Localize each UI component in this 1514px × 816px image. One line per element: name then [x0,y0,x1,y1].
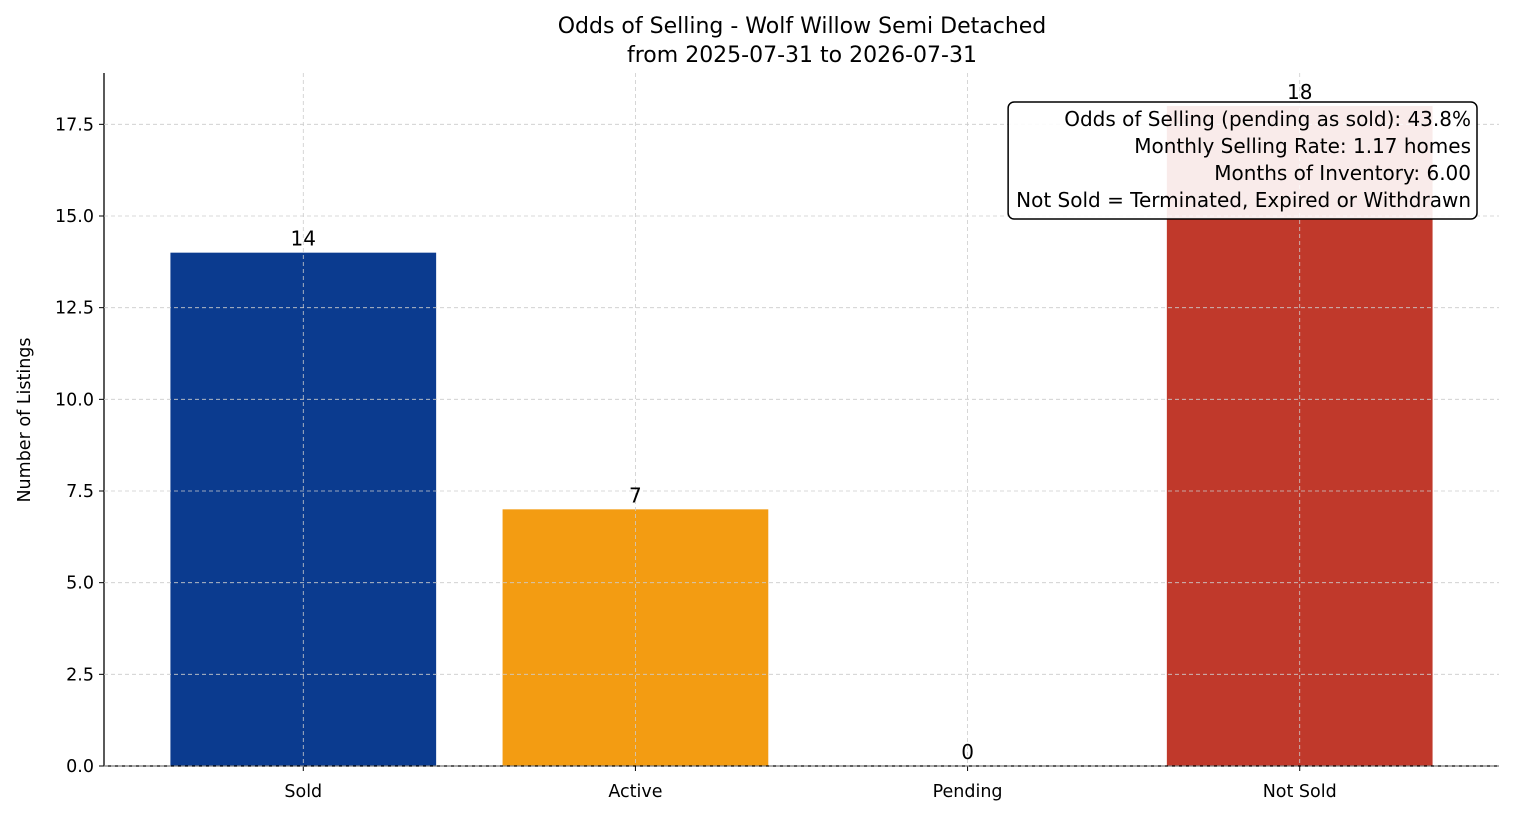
y-axis-label: Number of Listings [15,337,35,502]
y-tick-label: 5.0 [66,574,94,594]
x-tick-label-pending: Pending [933,782,1003,802]
y-tick-label: 17.5 [55,115,94,135]
data-label-pending: 0 [961,740,974,764]
annotation-line: Not Sold = Terminated, Expired or Withdr… [1016,188,1471,212]
y-tick-label: 10.0 [55,390,94,410]
y-tick-label: 12.5 [55,299,94,319]
chart-subtitle: from 2025-07-31 to 2026-07-31 [627,43,977,68]
annotation-frame [1007,101,1478,220]
y-tick-label: 7.5 [66,482,94,502]
x-tick-label-active: Active [608,782,662,802]
axes-layer: Sold Active Pending Not Sold 0.0 2.5 5.0 7.5 10.… [55,73,1499,802]
y-tick-label: 2.5 [66,665,94,685]
x-tick-label-sold: Sold [284,782,322,802]
data-label-active: 7 [629,483,642,507]
annotation-box: Odds of Selling (pending as sold): 43.8%… [1007,101,1478,220]
labels-layer: 14 7 0 18 [291,80,1313,764]
x-tick-label-not-sold: Not Sold [1263,782,1337,802]
chart-title: Odds of Selling - Wolf Willow Semi Detac… [558,14,1047,39]
annotation-line: Months of Inventory: 6.00 [1214,161,1471,185]
annotation-line: Monthly Selling Rate: 1.17 homes [1134,134,1471,158]
data-label-sold: 14 [291,227,316,251]
annotation-line: Odds of Selling (pending as sold): 43.8% [1064,107,1471,131]
y-tick-label: 15.0 [55,207,94,227]
y-tick-label: 0.0 [66,757,94,777]
data-label-not-sold: 18 [1287,80,1312,104]
